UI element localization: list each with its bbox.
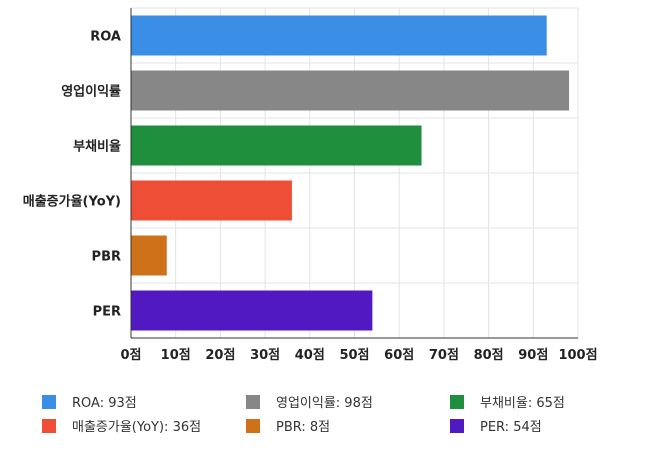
legend-swatch (450, 395, 464, 409)
x-tick-label: 70점 (429, 348, 459, 363)
bar (131, 180, 292, 221)
x-tick-label: 90점 (518, 348, 548, 363)
legend-swatch (246, 395, 260, 409)
legend-label: 부채비율: 65점 (480, 396, 565, 411)
bars (131, 15, 570, 331)
x-tick-label: 50점 (339, 348, 369, 363)
legend-label: 영업이익률: 98점 (276, 396, 373, 411)
x-tick-labels: 0점 10점 20점 30점 40점 50점 60점 70점 80점 90점 100점 (120, 348, 597, 363)
category-label: PER (93, 305, 121, 320)
category-label: 영업이익률 (61, 84, 121, 100)
bar (131, 70, 570, 111)
bar (131, 15, 547, 56)
legend-swatch (42, 395, 56, 409)
legend-swatch (42, 419, 56, 433)
x-tick-label: 80점 (474, 348, 504, 363)
bar (131, 125, 422, 166)
x-tick-label: 100점 (558, 348, 597, 363)
category-label: 부채비율 (73, 139, 121, 155)
x-tick-label: 30점 (250, 348, 280, 363)
legend-label: PBR: 8점 (276, 420, 330, 435)
legend-label: ROA: 93점 (72, 396, 137, 411)
x-tick-label: 20점 (205, 348, 235, 363)
x-tick-label: 60점 (384, 348, 414, 363)
bar (131, 235, 167, 276)
category-label: 매출증가율(YoY) (23, 194, 121, 210)
bar (131, 290, 373, 331)
legend-swatch (450, 419, 464, 433)
legend-swatch (246, 419, 260, 433)
x-tick-label: 40점 (295, 348, 325, 363)
x-tick-label: 10점 (161, 348, 191, 363)
grid (130, 7, 579, 339)
legend-label: 매출증가율(YoY): 36점 (72, 420, 201, 435)
x-tick-label: 0점 (120, 348, 141, 363)
legend-label: PER: 54점 (480, 420, 542, 435)
axes (130, 8, 578, 339)
category-label: PBR (92, 250, 121, 265)
category-label: ROA (90, 30, 121, 45)
